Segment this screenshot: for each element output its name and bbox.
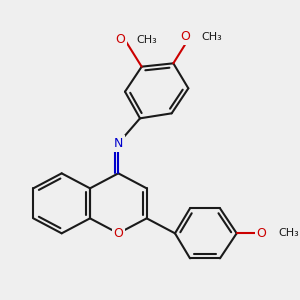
Text: N: N	[114, 137, 123, 150]
Text: O: O	[180, 30, 190, 43]
Text: O: O	[257, 227, 267, 240]
Text: O: O	[115, 34, 125, 46]
Text: CH₃: CH₃	[202, 32, 222, 42]
Text: CH₃: CH₃	[137, 35, 158, 45]
Text: CH₃: CH₃	[278, 228, 299, 238]
Text: O: O	[113, 227, 123, 240]
